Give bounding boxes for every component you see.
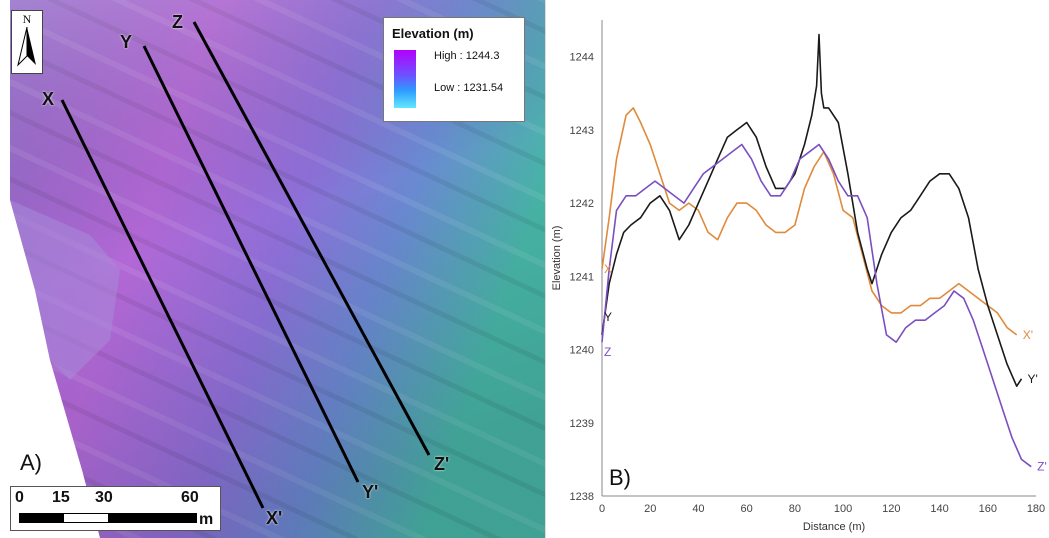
y-tick-label: 1240: [570, 345, 594, 357]
x-tick-label: 20: [644, 503, 656, 515]
x-tick-label: 180: [1027, 503, 1045, 515]
y-tick-label: 1244: [570, 52, 594, 64]
legend-title: Elevation (m): [392, 26, 474, 41]
series-line-z: [601, 143, 1032, 468]
legend-color-ramp: [394, 50, 416, 108]
profile-line-z: [192, 21, 431, 456]
profile-line-y: [142, 45, 360, 483]
x-tick-label: 80: [789, 503, 801, 515]
series-start-label-y: Y: [604, 310, 612, 324]
legend-low-label: Low : 1231.54: [434, 82, 504, 94]
label-x-start: X: [42, 89, 55, 109]
label-y-start: Y: [120, 32, 133, 52]
scale-unit: m: [199, 511, 214, 528]
north-arrow-icon: [17, 26, 36, 67]
x-tick-label: 0: [599, 503, 605, 515]
scale-bar: 0 15 30 60 m: [10, 486, 221, 531]
scale-label-30: 30: [95, 489, 113, 506]
y-tick-label: 1239: [570, 418, 594, 430]
y-tick-label: 1241: [570, 271, 594, 283]
elevation-profile-chart: 0 20 40 60 80 100 120 140 160 180 1238 1239 1240 1241…: [545, 0, 1049, 538]
label-z-start: Z: [172, 12, 183, 32]
profile-chart-svg: 0 20 40 60 80 100 120 140 160 180 1238 1239 1240 1241…: [551, 20, 1047, 533]
series-end-label-x: X': [1023, 328, 1033, 342]
y-tick-label: 1238: [570, 491, 594, 503]
series-end-label-y: Y': [1028, 372, 1038, 386]
scale-bar-graphic: [19, 513, 197, 523]
series-start-label-z: Z: [604, 345, 611, 359]
scale-label-0: 0: [15, 489, 24, 506]
label-y-end: Y': [362, 482, 379, 502]
series-line-x: [601, 107, 1018, 336]
scale-label-60: 60: [181, 489, 199, 506]
panel-label-b: B): [609, 465, 631, 490]
series-line-y: [601, 33, 1023, 388]
panel-label-a: A): [20, 450, 42, 475]
elevation-legend: Elevation (m) High : 1244.3 Low : 1231.5…: [383, 17, 525, 122]
smooth-fill-area: [10, 200, 120, 380]
y-axis-title: Elevation (m): [551, 226, 563, 291]
north-arrow: N: [11, 10, 43, 74]
profile-line-x: [60, 99, 265, 509]
scale-label-15: 15: [52, 489, 70, 506]
series-end-label-z: Z': [1037, 460, 1047, 474]
label-z-end: Z': [434, 454, 450, 474]
legend-high-label: High : 1244.3: [434, 50, 500, 62]
y-tick-label: 1243: [570, 125, 594, 137]
x-tick-label: 140: [930, 503, 948, 515]
y-tick-label: 1242: [570, 198, 594, 210]
x-tick-label: 40: [692, 503, 704, 515]
x-axis-title: Distance (m): [803, 521, 865, 533]
x-tick-label: 100: [834, 503, 852, 515]
x-tick-label: 120: [882, 503, 900, 515]
series-start-label-x: X: [604, 262, 612, 276]
hillshade-map: N Elevation (m) High : 1244.3 Low : 1231…: [10, 0, 545, 538]
x-tick-label: 160: [979, 503, 997, 515]
label-x-end: X': [266, 508, 283, 528]
x-tick-label: 60: [741, 503, 753, 515]
north-label: N: [22, 12, 32, 26]
